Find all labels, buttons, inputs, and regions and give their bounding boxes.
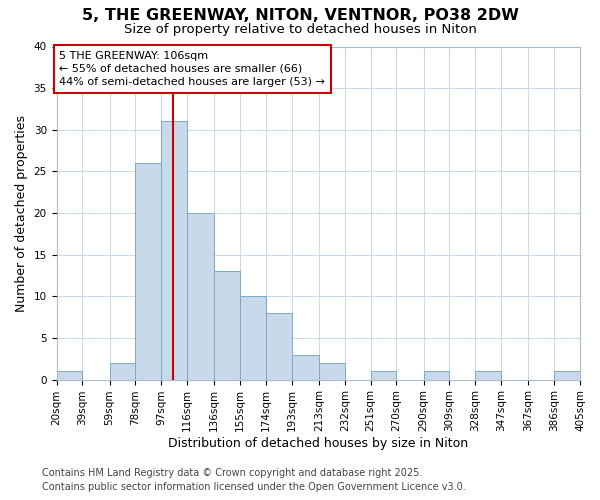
Bar xyxy=(240,296,266,380)
Text: Size of property relative to detached houses in Niton: Size of property relative to detached ho… xyxy=(124,22,476,36)
Bar xyxy=(161,122,187,380)
Bar xyxy=(475,372,501,380)
Bar xyxy=(110,363,136,380)
Bar xyxy=(56,372,82,380)
Bar xyxy=(214,272,240,380)
Bar xyxy=(319,363,345,380)
Y-axis label: Number of detached properties: Number of detached properties xyxy=(15,114,28,312)
Bar xyxy=(266,313,292,380)
Bar xyxy=(424,372,449,380)
Text: Contains HM Land Registry data © Crown copyright and database right 2025.
Contai: Contains HM Land Registry data © Crown c… xyxy=(42,468,466,492)
Bar xyxy=(554,372,580,380)
X-axis label: Distribution of detached houses by size in Niton: Distribution of detached houses by size … xyxy=(168,437,469,450)
Bar xyxy=(187,213,214,380)
Bar xyxy=(292,354,319,380)
Text: 5, THE GREENWAY, NITON, VENTNOR, PO38 2DW: 5, THE GREENWAY, NITON, VENTNOR, PO38 2D… xyxy=(82,8,518,22)
Text: 5 THE GREENWAY: 106sqm
← 55% of detached houses are smaller (66)
44% of semi-det: 5 THE GREENWAY: 106sqm ← 55% of detached… xyxy=(59,50,325,87)
Bar xyxy=(371,372,397,380)
Bar xyxy=(136,163,161,380)
